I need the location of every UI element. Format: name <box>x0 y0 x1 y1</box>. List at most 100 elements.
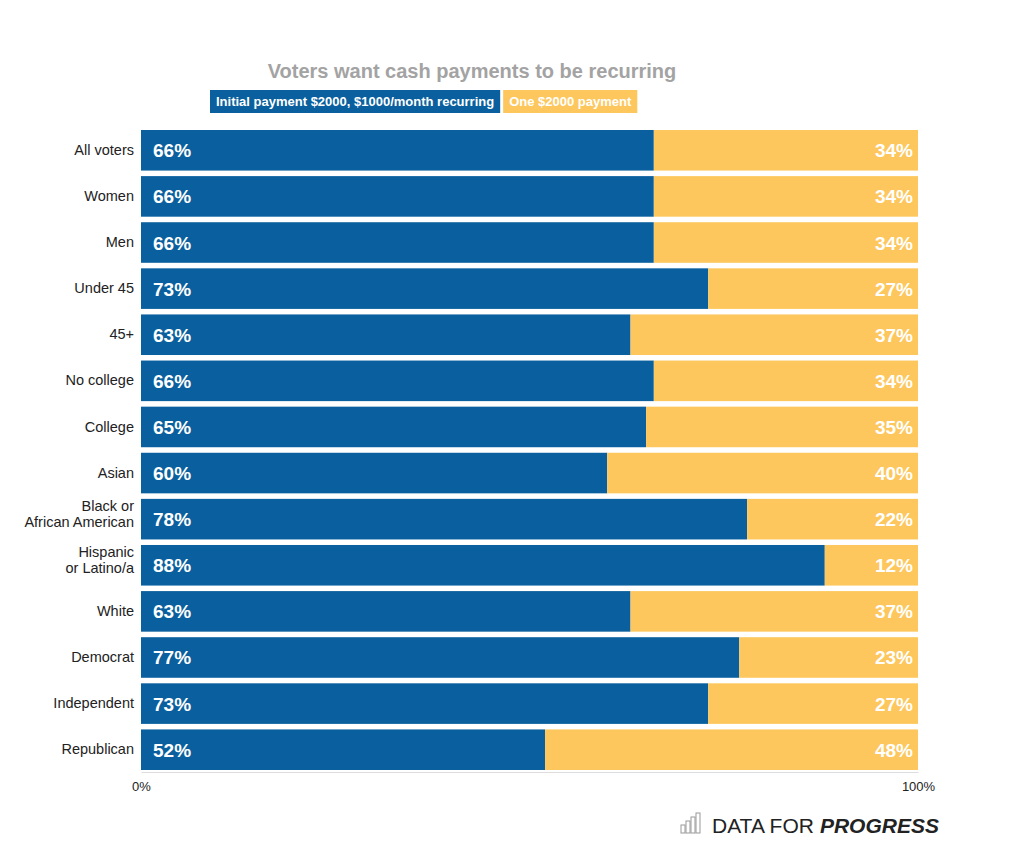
category-label: All voters <box>74 142 134 158</box>
annotation: DATA FOR <box>712 814 814 837</box>
category-label-line: or Latino/a <box>65 560 134 576</box>
data-label: 27% <box>875 279 913 300</box>
bar <box>747 499 918 540</box>
tick: No college <box>65 372 141 388</box>
legend-label: Initial payment $2000, $1000/month recur… <box>216 94 494 109</box>
category-label-line: Hispanic <box>78 544 134 560</box>
bar <box>654 130 918 171</box>
category-label: Democrat <box>71 649 134 665</box>
category-label: Men <box>106 234 134 250</box>
legend: Initial payment $2000, $1000/month recur… <box>210 90 637 113</box>
bar <box>646 407 918 448</box>
chart: Voters want cash payments to be recurrin… <box>0 0 1011 855</box>
tick: Asian <box>98 465 141 481</box>
bar <box>141 729 545 770</box>
bar <box>141 637 739 678</box>
bar <box>141 222 654 263</box>
bar <box>141 176 654 217</box>
bar <box>141 545 825 586</box>
bar <box>141 314 631 355</box>
legend-swatch <box>210 90 500 113</box>
tick: College <box>85 419 141 435</box>
category-label-line: African American <box>24 514 134 530</box>
data-label: 37% <box>875 601 913 622</box>
data-label: 66% <box>153 371 191 392</box>
data-label: 60% <box>153 463 191 484</box>
bar <box>141 407 646 448</box>
bar <box>631 591 918 632</box>
category-label: Under 45 <box>74 280 134 296</box>
category-label: White <box>97 603 134 619</box>
data-label: 48% <box>875 740 913 761</box>
category-label: Republican <box>61 741 134 757</box>
bar <box>141 499 747 540</box>
logo-icon <box>681 825 685 833</box>
data-label: 27% <box>875 694 913 715</box>
data-labels: 66%66%66%73%63%66%65%60%78%88%63%77%73%5… <box>153 140 913 760</box>
bar <box>141 130 654 171</box>
data-label: 23% <box>875 647 913 668</box>
category-label: College <box>85 419 134 435</box>
bar <box>545 729 918 770</box>
tick: Republican <box>61 741 141 757</box>
tick-label: 100% <box>902 779 936 794</box>
data-label: 66% <box>153 233 191 254</box>
category-label: Hispanicor Latino/a <box>65 544 134 576</box>
legend-item: Initial payment $2000, $1000/month recur… <box>210 90 500 113</box>
data-label: 40% <box>875 463 913 484</box>
category-label: No college <box>65 372 134 388</box>
category-axis: All voters Women Men Under 45 45+ No college C… <box>24 142 141 757</box>
logo-icon <box>696 813 700 833</box>
bar <box>739 637 918 678</box>
tick: Independent <box>53 695 141 711</box>
data-label: 34% <box>875 140 913 161</box>
category-label-line: Black or <box>82 498 135 514</box>
tick: Women <box>84 188 141 204</box>
data-label: 88% <box>153 555 191 576</box>
data-label: 52% <box>153 740 191 761</box>
annotation: PROGRESS <box>820 814 939 837</box>
data-label: 63% <box>153 601 191 622</box>
tick: 45+ <box>109 326 141 342</box>
tick: Democrat <box>71 649 141 665</box>
data-label: 66% <box>153 140 191 161</box>
tick: All voters <box>74 142 141 158</box>
data-label: 77% <box>153 647 191 668</box>
tick: Hispanicor Latino/a <box>65 544 141 576</box>
tick: Black orAfrican American <box>24 498 141 530</box>
bar <box>825 545 918 586</box>
data-label: 63% <box>153 325 191 346</box>
tick: 100% <box>902 772 936 794</box>
data-label: 34% <box>875 186 913 207</box>
logo-icon <box>686 821 690 833</box>
tick: White <box>97 603 141 619</box>
data-label: 22% <box>875 509 913 530</box>
data-label: 73% <box>153 279 191 300</box>
data-label: 34% <box>875 233 913 254</box>
category-label: Independent <box>53 695 134 711</box>
category-label: Asian <box>98 465 134 481</box>
bar <box>708 683 918 724</box>
data-label: 35% <box>875 417 913 438</box>
data-label: 78% <box>153 509 191 530</box>
bar <box>141 453 607 494</box>
data-label: 34% <box>875 371 913 392</box>
value-axis: 0% 100% <box>132 772 935 794</box>
bars <box>141 130 918 770</box>
category-label: Women <box>84 188 134 204</box>
bar <box>141 361 654 402</box>
tick: Under 45 <box>74 280 141 296</box>
data-label: 37% <box>875 325 913 346</box>
bar <box>631 314 918 355</box>
logo-icon <box>691 817 695 833</box>
bar <box>141 683 708 724</box>
bar <box>654 176 918 217</box>
title: Voters want cash payments to be recurrin… <box>268 60 677 82</box>
tick: 0% <box>132 772 151 794</box>
axis-line <box>142 772 919 773</box>
data-label: 65% <box>153 417 191 438</box>
bar <box>654 361 918 402</box>
tick-label: 0% <box>132 779 151 794</box>
logo: DATA FOR PROGRESS <box>681 813 939 837</box>
bar <box>607 453 918 494</box>
